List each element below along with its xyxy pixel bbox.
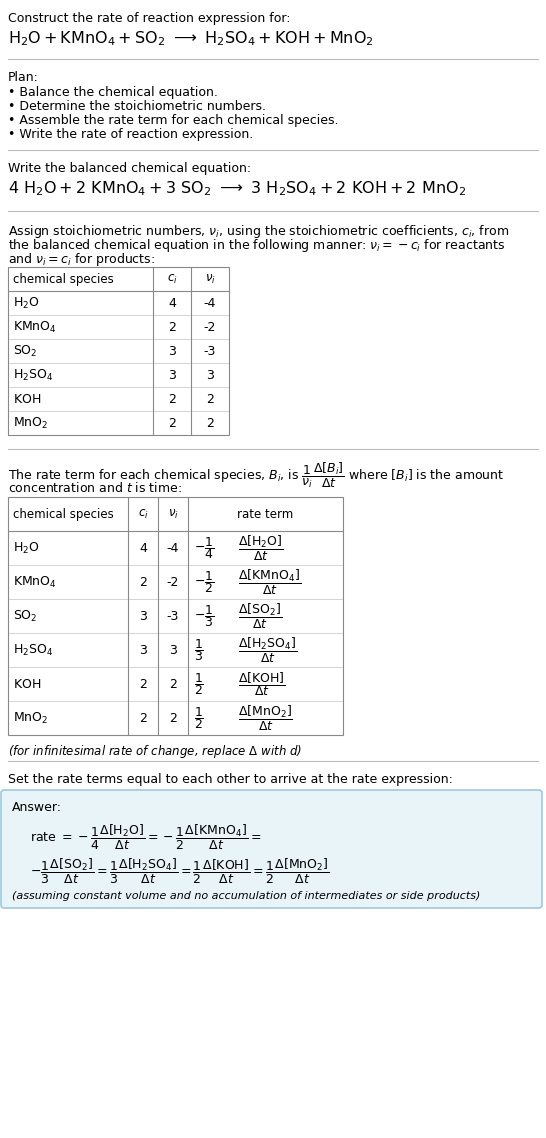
- Text: rate term: rate term: [238, 508, 294, 520]
- Text: $\dfrac{\Delta[\mathrm{SO_2}]}{\Delta t}$: $\dfrac{\Delta[\mathrm{SO_2}]}{\Delta t}…: [238, 602, 282, 630]
- Text: $\dfrac{\Delta[\mathrm{KMnO_4}]}{\Delta t}$: $\dfrac{\Delta[\mathrm{KMnO_4}]}{\Delta …: [238, 568, 301, 596]
- Text: $\mathrm{H_2O}$: $\mathrm{H_2O}$: [13, 296, 39, 311]
- Text: -3: -3: [204, 345, 216, 357]
- Text: $\mathrm{MnO_2}$: $\mathrm{MnO_2}$: [13, 710, 48, 726]
- Text: 2: 2: [169, 677, 177, 691]
- Text: $\mathrm{KMnO_4}$: $\mathrm{KMnO_4}$: [13, 575, 57, 589]
- Text: $\mathrm{KOH}$: $\mathrm{KOH}$: [13, 677, 41, 691]
- Text: $-\dfrac{1}{4}$: $-\dfrac{1}{4}$: [194, 535, 215, 561]
- Text: 2: 2: [169, 711, 177, 725]
- Text: 4: 4: [139, 542, 147, 554]
- Text: • Determine the stoichiometric numbers.: • Determine the stoichiometric numbers.: [8, 100, 266, 113]
- Text: 2: 2: [139, 711, 147, 725]
- Text: • Balance the chemical equation.: • Balance the chemical equation.: [8, 86, 218, 99]
- Text: -2: -2: [204, 321, 216, 333]
- Text: $\mathrm{H_2O}$: $\mathrm{H_2O}$: [13, 541, 39, 555]
- Text: 2: 2: [168, 321, 176, 333]
- Text: the balanced chemical equation in the following manner: $\nu_i = -c_i$ for react: the balanced chemical equation in the fo…: [8, 237, 506, 254]
- Text: Set the rate terms equal to each other to arrive at the rate expression:: Set the rate terms equal to each other t…: [8, 773, 453, 786]
- Text: (for infinitesimal rate of change, replace $\Delta$ with $d$): (for infinitesimal rate of change, repla…: [8, 743, 302, 760]
- Text: Assign stoichiometric numbers, $\nu_i$, using the stoichiometric coefficients, $: Assign stoichiometric numbers, $\nu_i$, …: [8, 223, 509, 240]
- Text: $\mathrm{KOH}$: $\mathrm{KOH}$: [13, 393, 41, 405]
- Text: -2: -2: [167, 576, 179, 588]
- Text: 3: 3: [168, 345, 176, 357]
- Text: $\dfrac{1}{3}$: $\dfrac{1}{3}$: [194, 637, 204, 663]
- Text: Construct the rate of reaction expression for:: Construct the rate of reaction expressio…: [8, 13, 290, 25]
- Text: • Assemble the rate term for each chemical species.: • Assemble the rate term for each chemic…: [8, 114, 339, 127]
- Text: 3: 3: [139, 610, 147, 622]
- Text: (assuming constant volume and no accumulation of intermediates or side products): (assuming constant volume and no accumul…: [12, 891, 480, 901]
- Text: -4: -4: [204, 297, 216, 310]
- Text: 2: 2: [168, 393, 176, 405]
- Text: $\mathrm{H_2SO_4}$: $\mathrm{H_2SO_4}$: [13, 368, 54, 382]
- Text: Plan:: Plan:: [8, 71, 39, 84]
- Text: 3: 3: [169, 643, 177, 657]
- Text: rate $= -\dfrac{1}{4}\dfrac{\Delta[\mathrm{H_2O}]}{\Delta t} = -\dfrac{1}{2}\dfr: rate $= -\dfrac{1}{4}\dfrac{\Delta[\math…: [30, 823, 261, 852]
- Text: Answer:: Answer:: [12, 801, 62, 814]
- Text: chemical species: chemical species: [13, 272, 114, 286]
- Text: 2: 2: [139, 576, 147, 588]
- Text: 2: 2: [206, 417, 214, 429]
- Text: • Write the rate of reaction expression.: • Write the rate of reaction expression.: [8, 127, 253, 141]
- Text: $\mathrm{SO_2}$: $\mathrm{SO_2}$: [13, 344, 38, 358]
- Text: $c_i$: $c_i$: [167, 272, 177, 286]
- Text: $\nu_i$: $\nu_i$: [168, 508, 179, 520]
- Text: $-\dfrac{1}{2}$: $-\dfrac{1}{2}$: [194, 569, 215, 595]
- Text: 3: 3: [139, 643, 147, 657]
- Text: 2: 2: [206, 393, 214, 405]
- Text: $\mathrm{H_2O + KMnO_4 + SO_2 \ \longrightarrow \ H_2SO_4 + KOH + MnO_2}$: $\mathrm{H_2O + KMnO_4 + SO_2 \ \longrig…: [8, 28, 374, 48]
- Text: $\dfrac{1}{2}$: $\dfrac{1}{2}$: [194, 671, 204, 696]
- Text: $\dfrac{1}{2}$: $\dfrac{1}{2}$: [194, 706, 204, 731]
- Text: concentration and $t$ is time:: concentration and $t$ is time:: [8, 481, 182, 495]
- Text: $\mathrm{SO_2}$: $\mathrm{SO_2}$: [13, 609, 38, 624]
- Text: $\dfrac{\Delta[\mathrm{H_2O}]}{\Delta t}$: $\dfrac{\Delta[\mathrm{H_2O}]}{\Delta t}…: [238, 534, 283, 562]
- Text: $-\dfrac{1}{3}\dfrac{\Delta[\mathrm{SO_2}]}{\Delta t} = \dfrac{1}{3}\dfrac{\Delt: $-\dfrac{1}{3}\dfrac{\Delta[\mathrm{SO_2…: [30, 857, 330, 887]
- Text: -4: -4: [167, 542, 179, 554]
- Text: $\mathrm{H_2SO_4}$: $\mathrm{H_2SO_4}$: [13, 643, 54, 658]
- Text: The rate term for each chemical species, $B_i$, is $\dfrac{1}{\nu_i}\dfrac{\Delt: The rate term for each chemical species,…: [8, 461, 505, 490]
- Text: 3: 3: [168, 369, 176, 381]
- Text: 4: 4: [168, 297, 176, 310]
- Text: and $\nu_i = c_i$ for products:: and $\nu_i = c_i$ for products:: [8, 251, 155, 269]
- Text: $\mathrm{MnO_2}$: $\mathrm{MnO_2}$: [13, 415, 48, 430]
- Text: 2: 2: [139, 677, 147, 691]
- Text: -3: -3: [167, 610, 179, 622]
- Text: $\mathrm{KMnO_4}$: $\mathrm{KMnO_4}$: [13, 320, 57, 335]
- Text: Write the balanced chemical equation:: Write the balanced chemical equation:: [8, 162, 251, 175]
- FancyBboxPatch shape: [1, 790, 542, 908]
- Bar: [8, 497, 343, 735]
- Text: $\dfrac{\Delta[\mathrm{MnO_2}]}{\Delta t}$: $\dfrac{\Delta[\mathrm{MnO_2}]}{\Delta t…: [238, 703, 293, 733]
- Text: chemical species: chemical species: [13, 508, 114, 520]
- Text: 2: 2: [168, 417, 176, 429]
- Bar: [8, 267, 229, 435]
- Text: $\dfrac{\Delta[\mathrm{H_2SO_4}]}{\Delta t}$: $\dfrac{\Delta[\mathrm{H_2SO_4}]}{\Delta…: [238, 635, 298, 665]
- Text: $\nu_i$: $\nu_i$: [205, 272, 216, 286]
- Text: $\mathrm{4\ H_2O + 2\ KMnO_4 + 3\ SO_2 \ \longrightarrow \ 3\ H_2SO_4 + 2\ KOH +: $\mathrm{4\ H_2O + 2\ KMnO_4 + 3\ SO_2 \…: [8, 179, 466, 198]
- Text: $c_i$: $c_i$: [138, 508, 149, 520]
- Text: 3: 3: [206, 369, 214, 381]
- Text: $-\dfrac{1}{3}$: $-\dfrac{1}{3}$: [194, 603, 215, 629]
- Text: $\dfrac{\Delta[\mathrm{KOH}]}{\Delta t}$: $\dfrac{\Delta[\mathrm{KOH}]}{\Delta t}$: [238, 670, 286, 698]
